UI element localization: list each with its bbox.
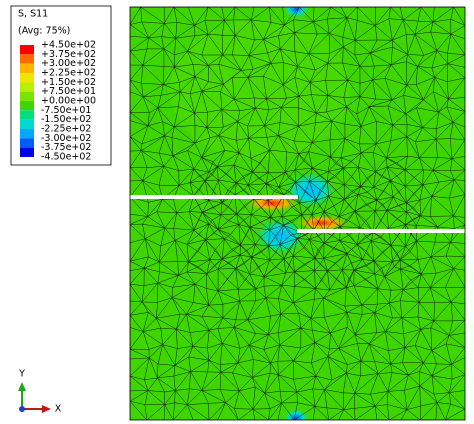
legend-label: +0.00e+00 bbox=[41, 95, 96, 106]
contour-zone bbox=[292, 214, 352, 232]
legend-items: +4.50e+02+3.75e+02+3.00e+02+2.25e+02+1.5… bbox=[20, 40, 96, 162]
legend-label: +2.25e+02 bbox=[41, 67, 96, 78]
legend: S, S11 (Avg: 75%) +4.50e+02+3.75e+02+3.0… bbox=[10, 5, 112, 166]
legend-swatch bbox=[20, 110, 34, 120]
legend-swatch bbox=[20, 45, 34, 55]
triad-y-arrow bbox=[18, 382, 26, 391]
legend-label: -3.00e+02 bbox=[41, 133, 91, 144]
legend-label: +3.75e+02 bbox=[41, 49, 96, 60]
legend-label: -3.75e+02 bbox=[41, 142, 91, 153]
contour-zone bbox=[170, 20, 350, 160]
triad-x-label: X bbox=[55, 404, 62, 415]
plate bbox=[130, 7, 465, 420]
legend-swatch bbox=[20, 147, 34, 157]
legend-swatch bbox=[20, 72, 34, 83]
legend-label: -2.25e+02 bbox=[41, 123, 91, 134]
triad-origin bbox=[19, 406, 25, 412]
legend-label: +7.50e+01 bbox=[41, 86, 96, 97]
legend-label: -1.50e+02 bbox=[41, 114, 91, 125]
crack-slit bbox=[297, 229, 465, 233]
legend-label: +3.00e+02 bbox=[41, 58, 96, 69]
legend-swatch bbox=[20, 82, 34, 92]
legend-swatch bbox=[20, 128, 34, 139]
plate-border bbox=[129, 6, 466, 421]
axis-triad: Y X bbox=[18, 369, 62, 415]
triad-y-label: Y bbox=[18, 369, 25, 380]
contour-zone bbox=[282, 7, 310, 19]
legend-title: S, S11 bbox=[18, 9, 48, 20]
legend-swatch bbox=[20, 100, 34, 111]
crack-slit bbox=[130, 195, 298, 199]
legend-swatch bbox=[20, 91, 34, 101]
legend-swatch bbox=[20, 119, 34, 129]
contour-zone bbox=[282, 408, 310, 420]
legend-swatch bbox=[20, 54, 34, 64]
legend-swatch bbox=[20, 138, 34, 148]
legend-label: -4.50e+02 bbox=[41, 151, 91, 162]
legend-swatch bbox=[20, 63, 34, 73]
legend-label: -7.50e+01 bbox=[41, 105, 91, 116]
legend-subtitle: (Avg: 75%) bbox=[18, 26, 70, 37]
triad-x-arrow bbox=[42, 405, 51, 413]
legend-label: +4.50e+02 bbox=[41, 40, 96, 51]
legend-label: +1.50e+02 bbox=[41, 77, 96, 88]
